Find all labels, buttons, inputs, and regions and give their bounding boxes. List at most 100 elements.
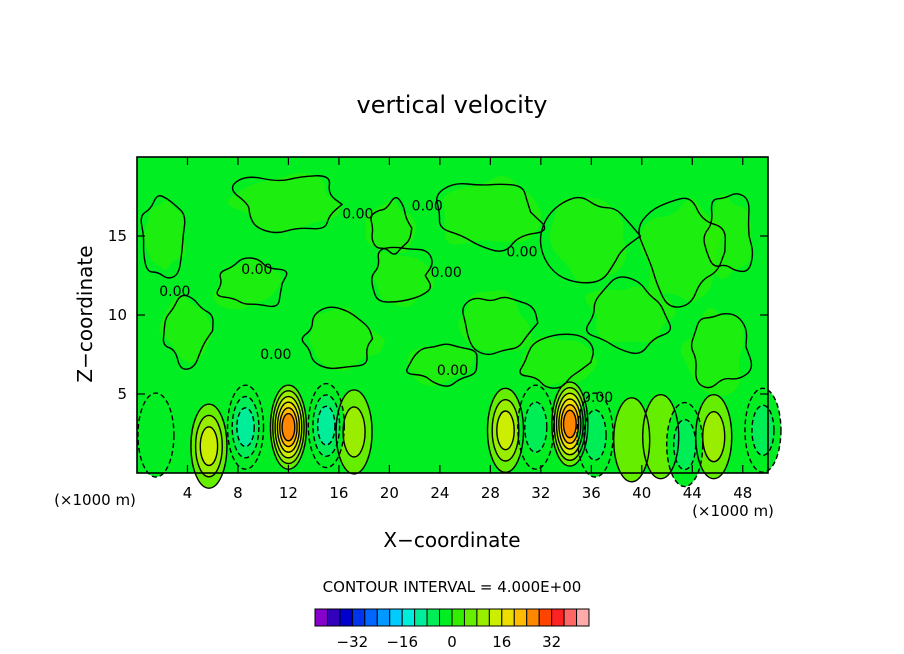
x-tick-label: 20	[380, 484, 399, 502]
contour-fill-region	[309, 307, 385, 371]
contour-value-label: 0.00	[431, 265, 462, 281]
colorbar	[314, 608, 590, 627]
contour-fill-region	[143, 200, 186, 270]
contour-line	[560, 403, 580, 445]
contour-fill-region	[613, 397, 650, 482]
contour-line	[583, 409, 607, 461]
colorbar-swatch	[576, 608, 590, 627]
colorbar-tick-label: 0	[447, 633, 457, 651]
contour-line	[690, 313, 753, 389]
x-axis-title: X−coordinate	[383, 528, 520, 552]
contour-line	[517, 384, 555, 470]
contour-fill-region	[317, 406, 335, 445]
colorbar-swatch	[439, 608, 453, 627]
contour-fill-region	[442, 176, 542, 245]
contour-fill-region	[520, 336, 598, 387]
y-tick-label: 15	[108, 227, 127, 245]
contour-line	[342, 406, 366, 458]
contour-fill-region	[524, 402, 547, 453]
colorbar-swatch	[563, 608, 578, 627]
colorbar-swatch	[351, 608, 366, 627]
colorbar-swatch	[501, 608, 515, 627]
plot-area: 0.00 0.00 0.00 0.00 0.00 0.00 0.00 0.00 0.00	[136, 156, 782, 489]
contour-line	[162, 294, 214, 370]
contour-line	[276, 401, 301, 453]
colorbar-swatch	[414, 608, 428, 627]
colorbar-tick-label: 32	[542, 633, 561, 651]
colorbar-tick-label: −32	[337, 633, 369, 651]
contour-line	[673, 418, 697, 471]
contour-line	[519, 333, 594, 389]
contour-fill-region	[584, 410, 607, 461]
contour-line	[436, 183, 546, 252]
x-tick-label: 12	[279, 484, 298, 502]
contour-line	[558, 398, 582, 450]
x-tick-label: 48	[733, 484, 752, 502]
contour-line	[231, 395, 260, 459]
colorbar-swatch	[326, 608, 341, 627]
contour-line	[199, 426, 219, 467]
contour-line	[555, 392, 584, 456]
x-unit-label-left: (×1000 m)	[54, 491, 136, 509]
contour-line	[666, 401, 704, 488]
contour-line	[751, 404, 775, 457]
colorbar-swatch	[401, 608, 416, 627]
contour-value-label: 0.00	[342, 207, 373, 223]
contour-line	[551, 381, 589, 467]
contour-line	[274, 395, 303, 459]
colorbar-tick-label: −16	[386, 633, 418, 651]
contour-fill-region	[458, 289, 532, 352]
contour-line	[539, 196, 642, 284]
contour-line-layer	[137, 175, 782, 489]
contour-line	[307, 382, 345, 469]
contour-line	[613, 397, 651, 483]
colorbar-swatch	[513, 608, 528, 627]
contour-label-layer: 0.00 0.00 0.00 0.00 0.00 0.00 0.00 0.00 0.00	[159, 199, 613, 406]
contour-value-label: 0.00	[412, 199, 443, 215]
x-axis-ticks: 4 8 12 16 20 24 28 32 36 40 44 48	[183, 157, 752, 502]
contour-line	[281, 412, 296, 442]
x-tick-label: 16	[329, 484, 348, 502]
contour-fill-region	[373, 252, 435, 308]
contour-line	[496, 410, 515, 451]
colorbar-swatch	[339, 608, 353, 627]
contour-fill-region	[137, 393, 174, 478]
colorbar-swatch	[463, 608, 478, 627]
contour-value-label: 0.00	[159, 284, 190, 300]
contour-line	[137, 392, 175, 478]
contour-line	[703, 193, 754, 273]
contour-fill-region	[639, 198, 724, 302]
contour-line	[638, 197, 727, 308]
x-tick-label: 4	[183, 484, 193, 502]
contour-line	[312, 394, 341, 457]
contour-line	[301, 306, 374, 370]
x-tick-label: 44	[683, 484, 702, 502]
contour-line	[190, 403, 228, 489]
contour-interval-label: CONTOUR INTERVAL = 4.000E+00	[323, 578, 582, 596]
colorbar-swatch	[526, 608, 540, 627]
contour-fill-region	[563, 410, 577, 438]
contour-fill-region	[212, 258, 282, 310]
contour-line	[226, 384, 265, 470]
chart-title: vertical velocity	[357, 91, 548, 119]
y-tick-label: 10	[108, 306, 127, 324]
contour-fill-region	[159, 293, 215, 363]
x-tick-label: 28	[481, 484, 500, 502]
contour-fill-region	[200, 426, 218, 466]
x-tick-label: 40	[632, 484, 651, 502]
contour-line	[279, 407, 298, 448]
colorbar-swatch	[551, 608, 565, 627]
y-tick-label: 5	[117, 385, 127, 403]
contour-fill-region	[585, 286, 677, 343]
y-axis-ticks: 5 10 15	[108, 227, 768, 403]
contour-line	[406, 343, 478, 387]
contour-fill-region	[702, 411, 725, 462]
contour-fill-region	[227, 172, 342, 232]
colorbar-swatch	[389, 608, 403, 627]
contour-fill-region	[365, 199, 417, 253]
contour-value-label: 0.00	[241, 262, 272, 278]
colorbar-tick-labels: −32 −16 0 16 32	[337, 633, 562, 651]
contour-value-label: 0.00	[260, 347, 291, 363]
contour-value-label: 0.00	[437, 363, 468, 379]
